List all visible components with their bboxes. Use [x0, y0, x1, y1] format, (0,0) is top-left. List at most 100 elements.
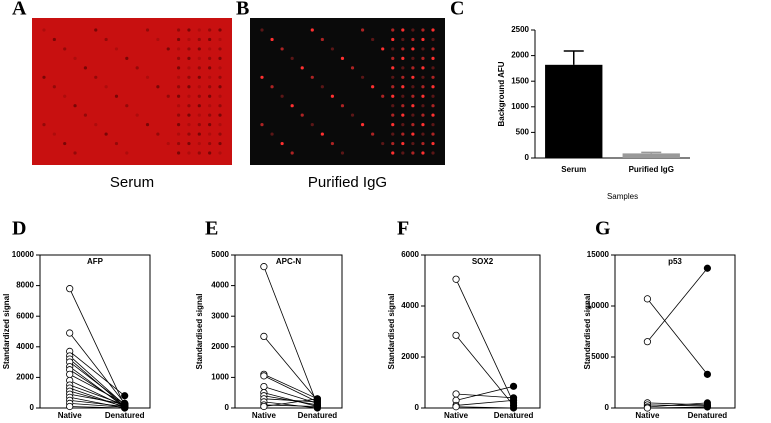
series-line	[69, 399, 125, 407]
series-line	[69, 288, 126, 406]
caption: Serum	[110, 174, 154, 191]
spot	[391, 132, 395, 136]
plot-frame	[614, 254, 736, 409]
spot	[218, 56, 222, 60]
panel-letter: B	[236, 0, 249, 20]
spot	[310, 75, 314, 79]
spot	[176, 123, 181, 127]
x-tick-label: Serum	[561, 165, 586, 174]
y-tick-label: 4000	[401, 301, 419, 310]
spot	[280, 94, 284, 98]
spot	[411, 132, 415, 136]
spot	[290, 56, 294, 60]
spot	[208, 37, 212, 42]
spot	[431, 94, 435, 98]
spot	[197, 56, 201, 60]
spot	[176, 151, 181, 155]
spot	[411, 104, 415, 108]
spot	[411, 28, 415, 32]
spot	[360, 123, 365, 127]
marker	[66, 285, 74, 293]
array-image	[250, 18, 445, 165]
spot	[350, 113, 355, 117]
y-tick-label: 0	[30, 403, 35, 412]
spot	[208, 132, 212, 136]
spot	[391, 37, 395, 42]
spot	[270, 37, 274, 42]
spot	[63, 94, 67, 98]
spot	[166, 94, 170, 98]
spot	[218, 132, 222, 136]
spot	[381, 94, 385, 98]
y-tick-label: 2000	[511, 51, 529, 60]
panel-title: AFP	[87, 257, 104, 266]
spot	[83, 113, 88, 117]
spot	[197, 37, 201, 42]
spot	[421, 75, 425, 79]
spot	[187, 132, 191, 136]
spot	[176, 85, 181, 89]
spot	[401, 47, 405, 51]
spot	[280, 47, 284, 51]
series-line	[263, 336, 318, 401]
marker	[66, 329, 74, 337]
spot	[330, 47, 335, 51]
spot	[208, 113, 212, 117]
spot	[260, 75, 264, 79]
spot	[340, 56, 345, 60]
series-line	[69, 361, 125, 405]
spot	[391, 104, 395, 108]
spot	[156, 85, 160, 89]
spot	[145, 28, 150, 32]
plot-frame	[234, 254, 343, 409]
y-tick-label: 5000	[211, 250, 229, 259]
spot	[125, 104, 129, 108]
spot	[391, 123, 395, 127]
x-tick-label: Native	[58, 411, 83, 420]
marker	[703, 403, 712, 411]
spot	[260, 123, 264, 127]
spot	[431, 132, 435, 136]
spot	[114, 94, 119, 98]
spot	[208, 151, 212, 155]
marker	[452, 275, 460, 283]
x-tick-label: Denatured	[688, 411, 728, 420]
spot	[421, 66, 425, 70]
y-tick-label: 6000	[401, 250, 419, 259]
spot	[401, 75, 405, 79]
spot	[421, 85, 425, 89]
spot	[401, 85, 405, 89]
spot	[371, 85, 375, 89]
spot	[310, 123, 314, 127]
x-tick-label: Native	[635, 411, 660, 420]
marker	[509, 382, 518, 390]
spot	[125, 151, 129, 155]
spot	[166, 47, 170, 51]
spot	[431, 75, 435, 79]
spot	[187, 113, 191, 117]
plot-frame	[39, 254, 151, 409]
spot	[218, 66, 222, 70]
spot	[218, 104, 222, 108]
spot	[52, 85, 56, 89]
marker	[260, 332, 268, 340]
x-tick-label: Denatured	[494, 411, 534, 420]
series-line	[647, 402, 708, 408]
spot	[411, 113, 415, 117]
spot	[208, 47, 212, 51]
spot	[208, 123, 212, 127]
spot	[42, 75, 46, 79]
spot	[94, 75, 98, 79]
panel-title: p53	[668, 257, 682, 266]
spot	[381, 47, 385, 51]
series-line	[263, 392, 318, 407]
panel-letter: C	[450, 0, 464, 20]
marker	[260, 263, 268, 271]
spot	[411, 66, 415, 70]
y-axis-label: Background AFU	[497, 61, 506, 126]
x-tick-label: Purified IgG	[629, 165, 674, 174]
spot	[401, 56, 405, 60]
spot	[187, 75, 191, 79]
spot	[114, 47, 119, 51]
